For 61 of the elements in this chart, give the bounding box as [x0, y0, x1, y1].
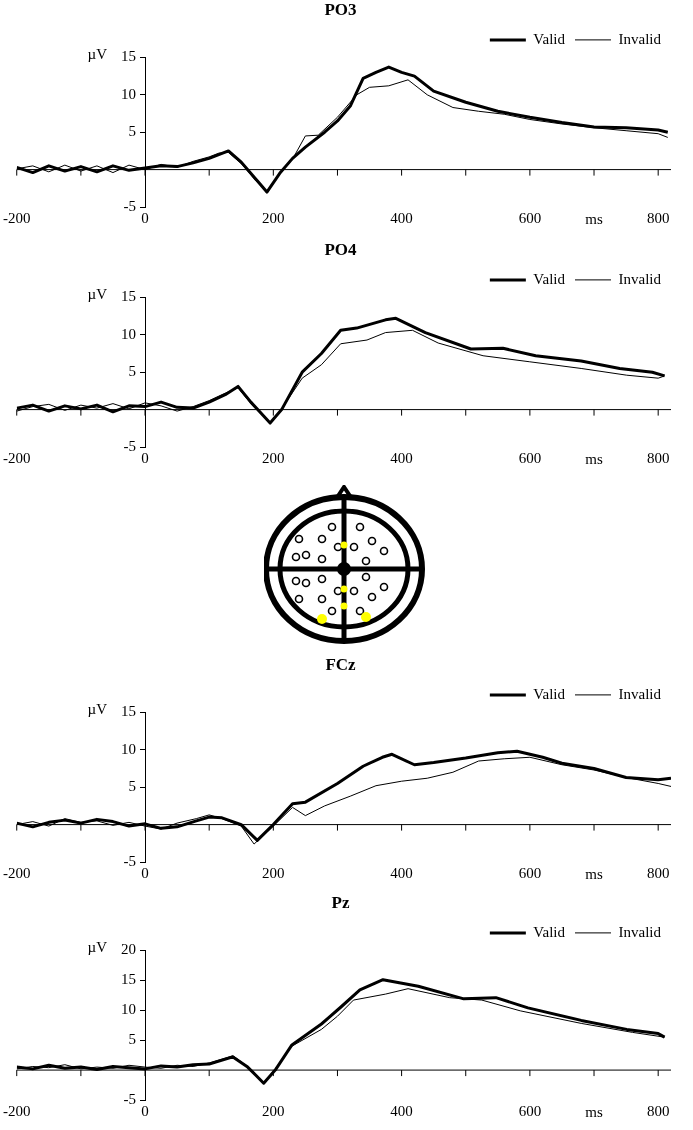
y-tick-label: -5: [123, 437, 137, 454]
x-axis-title: ms: [585, 1104, 603, 1121]
y-tick-label: 15: [121, 288, 137, 305]
y-axis-title: µV: [87, 939, 108, 956]
x-tick-label: 0: [141, 209, 149, 226]
chart-title: PO4: [324, 239, 358, 259]
y-tick-label: 10: [121, 740, 137, 757]
legend-label: Invalid: [618, 685, 662, 702]
y-axis-title: µV: [87, 46, 108, 63]
x-tick-label: 600: [518, 449, 542, 466]
x-axis-title: ms: [585, 866, 603, 883]
x-tick-label: 0: [141, 864, 149, 881]
y-tick-label: 15: [121, 703, 137, 720]
x-tick-label: 600: [518, 1102, 542, 1119]
x-tick-label: -200: [3, 864, 31, 881]
y-tick-label: 20: [121, 941, 137, 958]
x-tick-label: 200: [262, 864, 285, 881]
legend-label: Invalid: [618, 270, 662, 287]
x-tick-label: 800: [646, 1102, 670, 1119]
y-axis-title: µV: [87, 701, 108, 718]
x-axis-title: ms: [585, 451, 603, 468]
chart-title: Pz: [331, 892, 350, 912]
y-tick-label: 5: [128, 1031, 137, 1048]
y-tick-label: 5: [128, 778, 137, 795]
x-tick-label: 400: [390, 1102, 413, 1119]
legend-label: Invalid: [618, 923, 662, 940]
chart-title: FCz: [325, 654, 357, 674]
x-tick-label: 200: [262, 449, 285, 466]
y-tick-label: 10: [121, 85, 137, 102]
chart-title: PO3: [324, 0, 357, 19]
y-tick-label: -5: [123, 852, 137, 869]
y-tick-label: 15: [121, 971, 137, 988]
x-tick-label: 800: [646, 449, 670, 466]
y-tick-label: 15: [121, 48, 137, 65]
y-tick-label: 10: [121, 325, 137, 342]
x-tick-label: 0: [141, 1102, 149, 1119]
x-tick-label: 400: [390, 209, 413, 226]
x-tick-label: 600: [518, 864, 542, 881]
x-tick-label: -200: [3, 209, 31, 226]
x-tick-label: 800: [646, 864, 670, 881]
legend-label: Valid: [533, 685, 566, 702]
y-axis-title: µV: [87, 286, 108, 303]
x-tick-label: 400: [390, 449, 413, 466]
y-tick-label: -5: [123, 1090, 137, 1107]
y-tick-label: -5: [123, 197, 137, 214]
y-tick-label: 10: [121, 1001, 137, 1018]
legend-label: Valid: [533, 923, 566, 940]
x-tick-label: 400: [390, 864, 413, 881]
x-tick-label: 600: [518, 209, 542, 226]
y-tick-label: 5: [128, 363, 137, 380]
y-tick-label: 5: [128, 123, 137, 140]
legend-label: Valid: [533, 270, 566, 287]
x-tick-label: 200: [262, 1102, 285, 1119]
x-tick-label: 800: [646, 209, 670, 226]
x-tick-label: -200: [3, 1102, 31, 1119]
x-axis-title: ms: [585, 211, 603, 228]
x-tick-label: 0: [141, 449, 149, 466]
x-tick-label: -200: [3, 449, 31, 466]
legend-label: Valid: [533, 30, 566, 47]
legend-label: Invalid: [618, 30, 662, 47]
x-tick-label: 200: [262, 209, 285, 226]
